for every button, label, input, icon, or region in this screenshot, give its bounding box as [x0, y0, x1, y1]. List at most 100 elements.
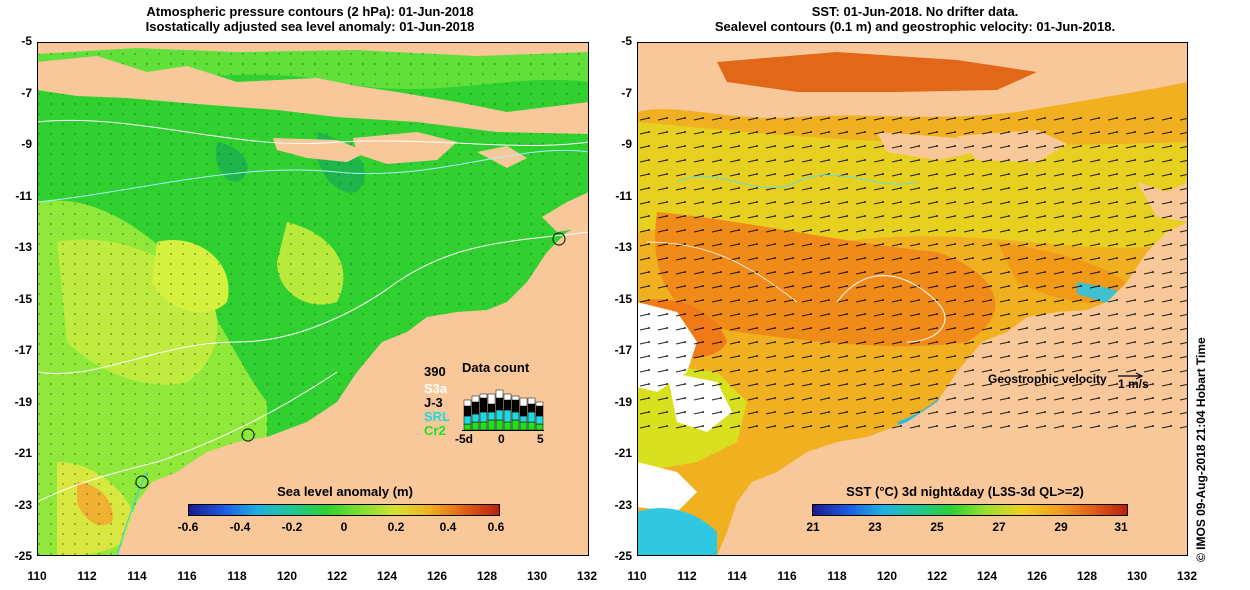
histogram-bar — [495, 409, 504, 421]
right-x-tick: 128 — [1076, 569, 1098, 583]
right-title-line2: Sealevel contours (0.1 m) and geostrophi… — [714, 19, 1116, 34]
histogram-bar — [479, 397, 488, 413]
histogram-bar — [519, 405, 528, 417]
left-colorbar-title: Sea level anomaly (m) — [277, 484, 413, 499]
right-y-tick: -11 — [615, 189, 632, 203]
histogram-bar — [463, 415, 472, 425]
histogram-bar — [479, 393, 488, 399]
satellite-cr2: Cr2 — [424, 423, 446, 438]
right-colorbar-tick: 23 — [868, 520, 882, 534]
left-x-tick: 132 — [576, 569, 598, 583]
right-y-tick: -19 — [614, 395, 632, 409]
histogram-bar — [535, 415, 544, 425]
histogram-bar — [527, 421, 536, 431]
histogram-bar — [487, 419, 496, 431]
histogram-bar — [527, 397, 536, 405]
histogram-bar — [535, 405, 544, 417]
imos-credit: © IMOS 09-Aug-2018 21:04 Hobart Time — [1194, 337, 1208, 562]
histogram-bar — [527, 403, 536, 413]
left-colorbar-tick: 0.2 — [387, 520, 405, 534]
right-x-tick: 132 — [1176, 569, 1198, 583]
histogram-bar — [503, 409, 512, 423]
left-x-tick: 122 — [326, 569, 348, 583]
histogram-bar — [463, 405, 472, 417]
histogram-bar — [479, 411, 488, 423]
sst-map — [637, 42, 1188, 556]
histogram-bar — [535, 401, 544, 407]
histogram-bar — [487, 411, 496, 421]
histogram-bar — [503, 399, 512, 411]
histogram-bar — [479, 421, 488, 431]
left-x-tick: 130 — [526, 569, 548, 583]
hist-tick: -5d — [455, 432, 473, 446]
satellite-j3: J-3 — [424, 395, 443, 410]
left-x-tick: 120 — [276, 569, 298, 583]
hist-tick: 5 — [537, 432, 544, 446]
left-x-tick: 112 — [77, 569, 97, 583]
right-x-tick: 114 — [727, 569, 747, 583]
left-colorbar-tick: -0.2 — [281, 520, 303, 534]
left-x-tick: 116 — [177, 569, 197, 583]
left-y-tick: -15 — [14, 292, 32, 306]
right-title-line1: SST: 01-Jun-2018. No drifter data. — [811, 4, 1019, 19]
left-colorbar — [188, 504, 500, 516]
histogram-bar — [463, 399, 472, 407]
right-x-tick: 130 — [1126, 569, 1148, 583]
data-count-title: Data count — [462, 360, 530, 375]
right-y-tick: -15 — [614, 292, 632, 306]
left-colorbar-tick: 0.4 — [439, 520, 457, 534]
histogram-bar — [487, 403, 496, 413]
histogram-bar — [527, 411, 536, 423]
right-x-tick: 110 — [627, 569, 647, 583]
left-x-tick: 128 — [476, 569, 498, 583]
right-y-tick: -13 — [614, 240, 632, 254]
histogram-bar — [471, 413, 480, 423]
right-y-tick: -7 — [621, 86, 632, 100]
right-y-tick: -17 — [614, 343, 632, 357]
left-y-tick: -13 — [14, 240, 32, 254]
histogram-bar — [503, 393, 512, 401]
histogram-bar — [495, 397, 504, 411]
left-y-tick: -9 — [21, 137, 32, 151]
histogram-bar — [511, 395, 520, 401]
satellite-s3a: S3a — [424, 381, 448, 396]
right-y-tick: -5 — [621, 34, 632, 48]
left-y-tick: -11 — [15, 189, 32, 203]
right-x-tick: 116 — [777, 569, 797, 583]
histogram-bar — [511, 419, 520, 431]
right-colorbar-tick: 27 — [992, 520, 1006, 534]
left-colorbar-tick: 0 — [340, 520, 348, 534]
right-y-tick: -25 — [614, 549, 632, 563]
right-x-tick: 124 — [976, 569, 998, 583]
left-y-tick: -17 — [14, 343, 32, 357]
histogram-bar — [495, 389, 504, 399]
right-colorbar-tick: 25 — [930, 520, 944, 534]
left-y-tick: -25 — [14, 549, 32, 563]
left-y-tick: -19 — [14, 395, 32, 409]
histogram-bar — [471, 401, 480, 415]
histogram-bar — [519, 421, 528, 431]
histogram-bar — [503, 421, 512, 431]
histogram-bar — [471, 421, 480, 431]
right-colorbar-tick: 29 — [1054, 520, 1068, 534]
satellite-srl: SRL — [424, 409, 450, 424]
right-y-tick: -9 — [621, 137, 632, 151]
left-x-tick: 126 — [426, 569, 448, 583]
right-colorbar-tick: 21 — [806, 520, 820, 534]
histogram-bar — [519, 397, 528, 407]
histogram-bar — [519, 415, 528, 423]
histogram-bar — [463, 423, 472, 431]
histogram-bar — [487, 393, 496, 405]
right-colorbar-tick: 31 — [1114, 520, 1128, 534]
left-x-tick: 110 — [27, 569, 47, 583]
histogram-bar — [511, 411, 520, 421]
left-y-tick: -23 — [14, 498, 32, 512]
velocity-scale: 1 m/s — [1118, 377, 1149, 391]
right-y-tick: -23 — [614, 498, 632, 512]
left-y-tick: -5 — [21, 34, 32, 48]
right-x-tick: 112 — [677, 569, 697, 583]
hist-tick: 0 — [498, 432, 505, 446]
right-x-tick: 118 — [827, 569, 847, 583]
left-x-tick: 114 — [127, 569, 147, 583]
data-count-histogram — [462, 375, 544, 431]
